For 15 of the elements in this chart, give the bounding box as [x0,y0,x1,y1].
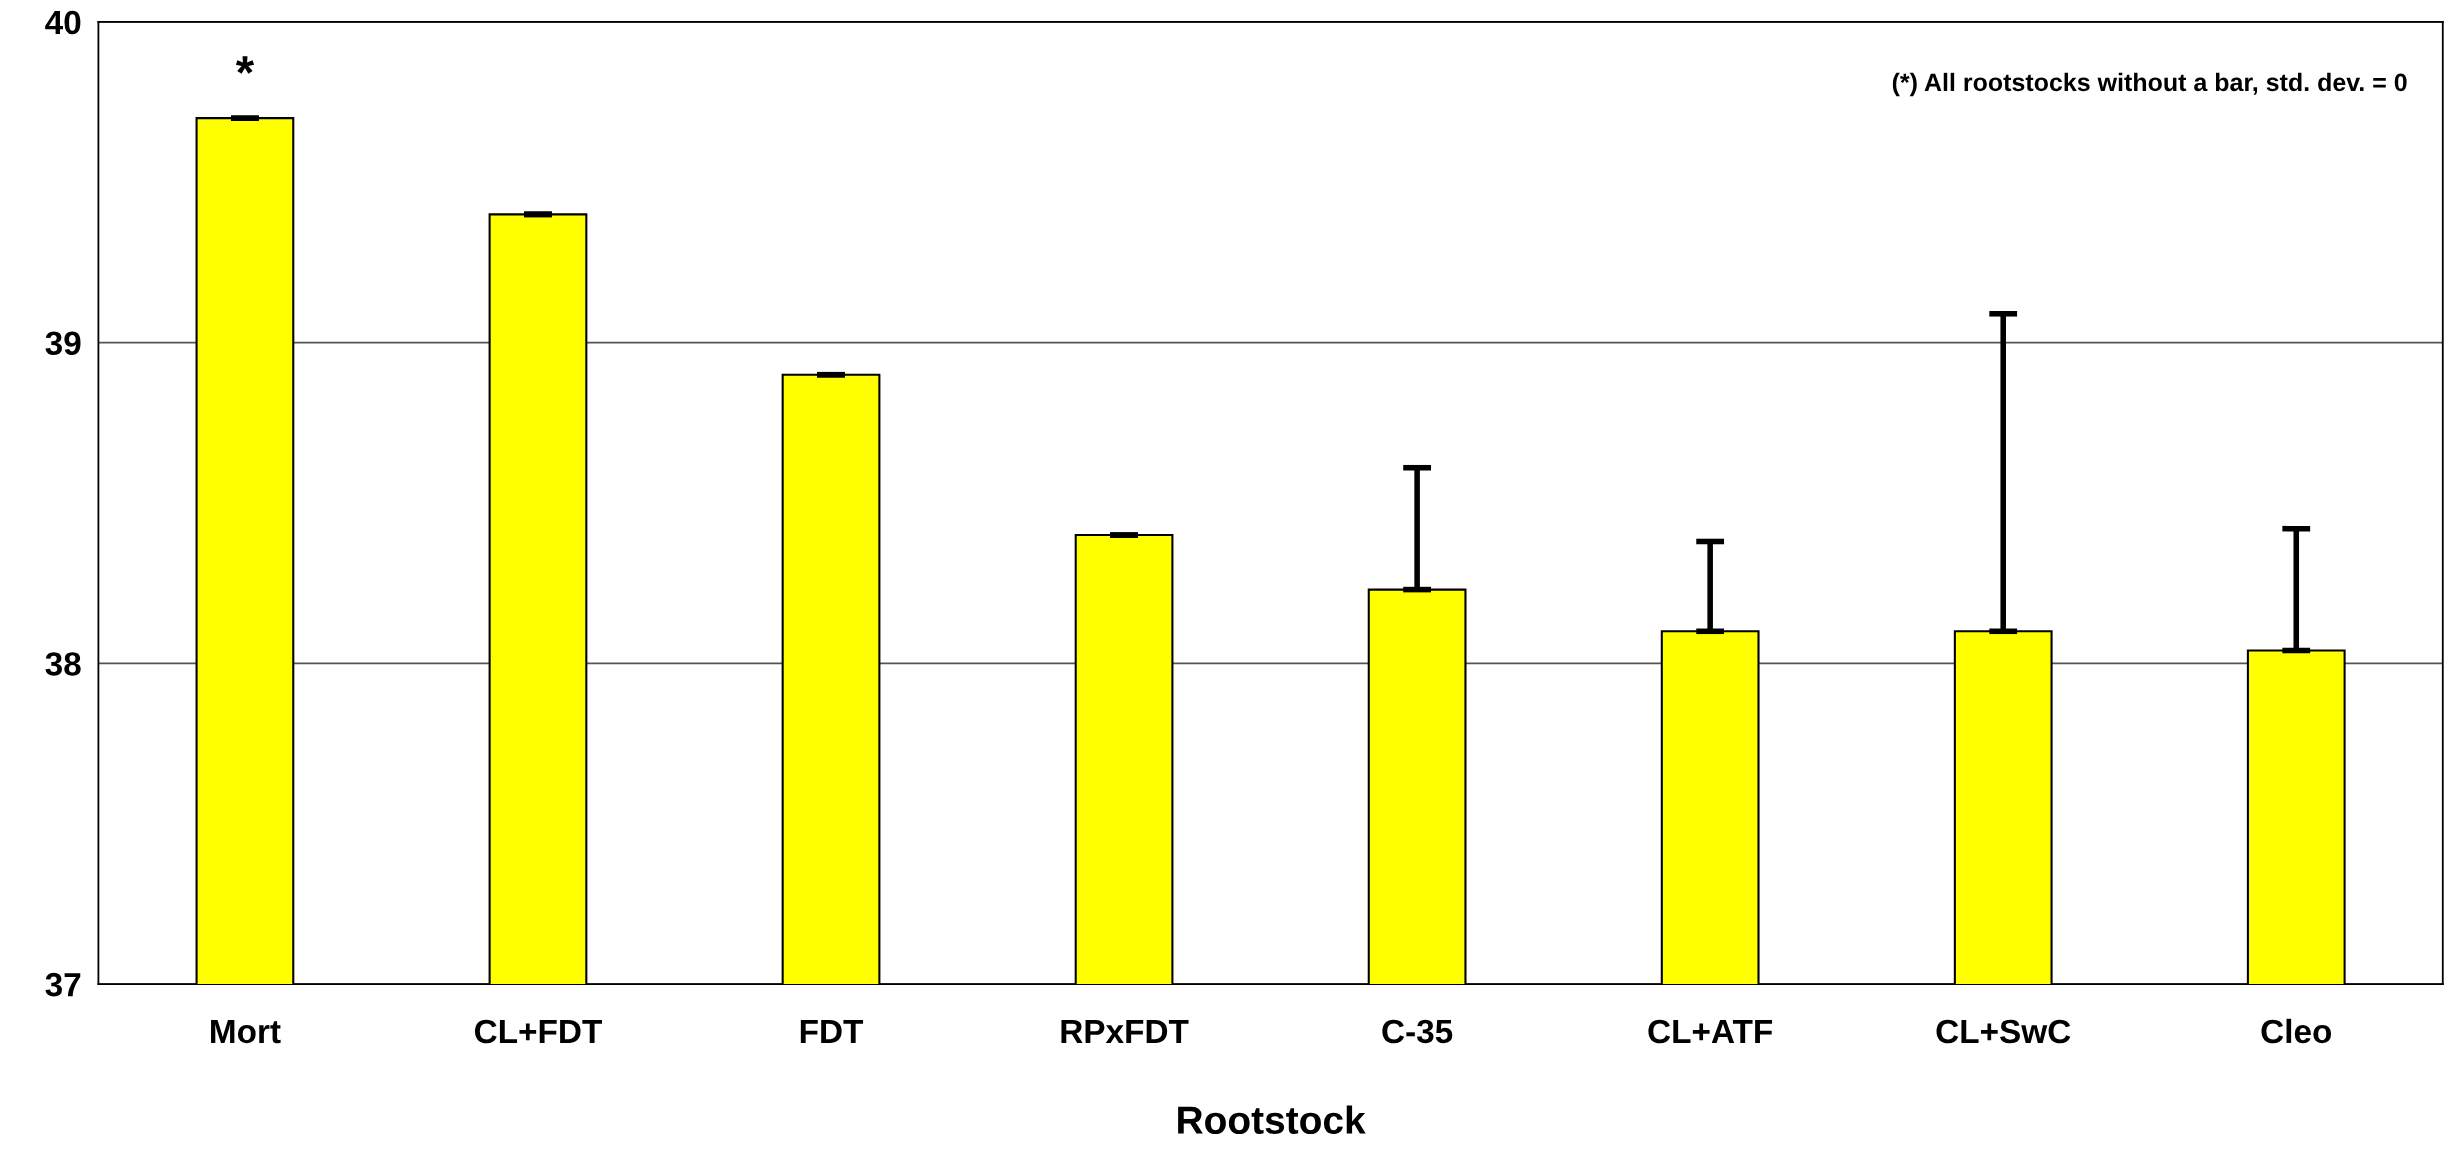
x-tick-label: FDT [800,1020,864,1043]
annotation: (*) All rootstocks without a bar, std. dev. = 0 [1892,72,2407,97]
x-tick-label: Mort [211,1020,281,1044]
y-tick-label: 39 [45,331,81,356]
x-axis-title: Rootstock [1178,1105,1366,1134]
annotation: * [235,56,255,74]
y-tick-label: 38 [45,652,81,676]
x-tick-label: RPxFDT [1061,1020,1189,1043]
y-tick-label: 40 [45,10,81,35]
y-tick-label: 37 [45,972,81,997]
x-tick-label: CL+SwC [1936,1019,2071,1044]
x-tick-label: C-35 [1382,1019,1453,1044]
x-tick-label: CL+FDT [474,1019,602,1044]
x-tick-label: Cleo [2261,1018,2332,1044]
x-tick-label: CL+ATF [1648,1019,1773,1044]
